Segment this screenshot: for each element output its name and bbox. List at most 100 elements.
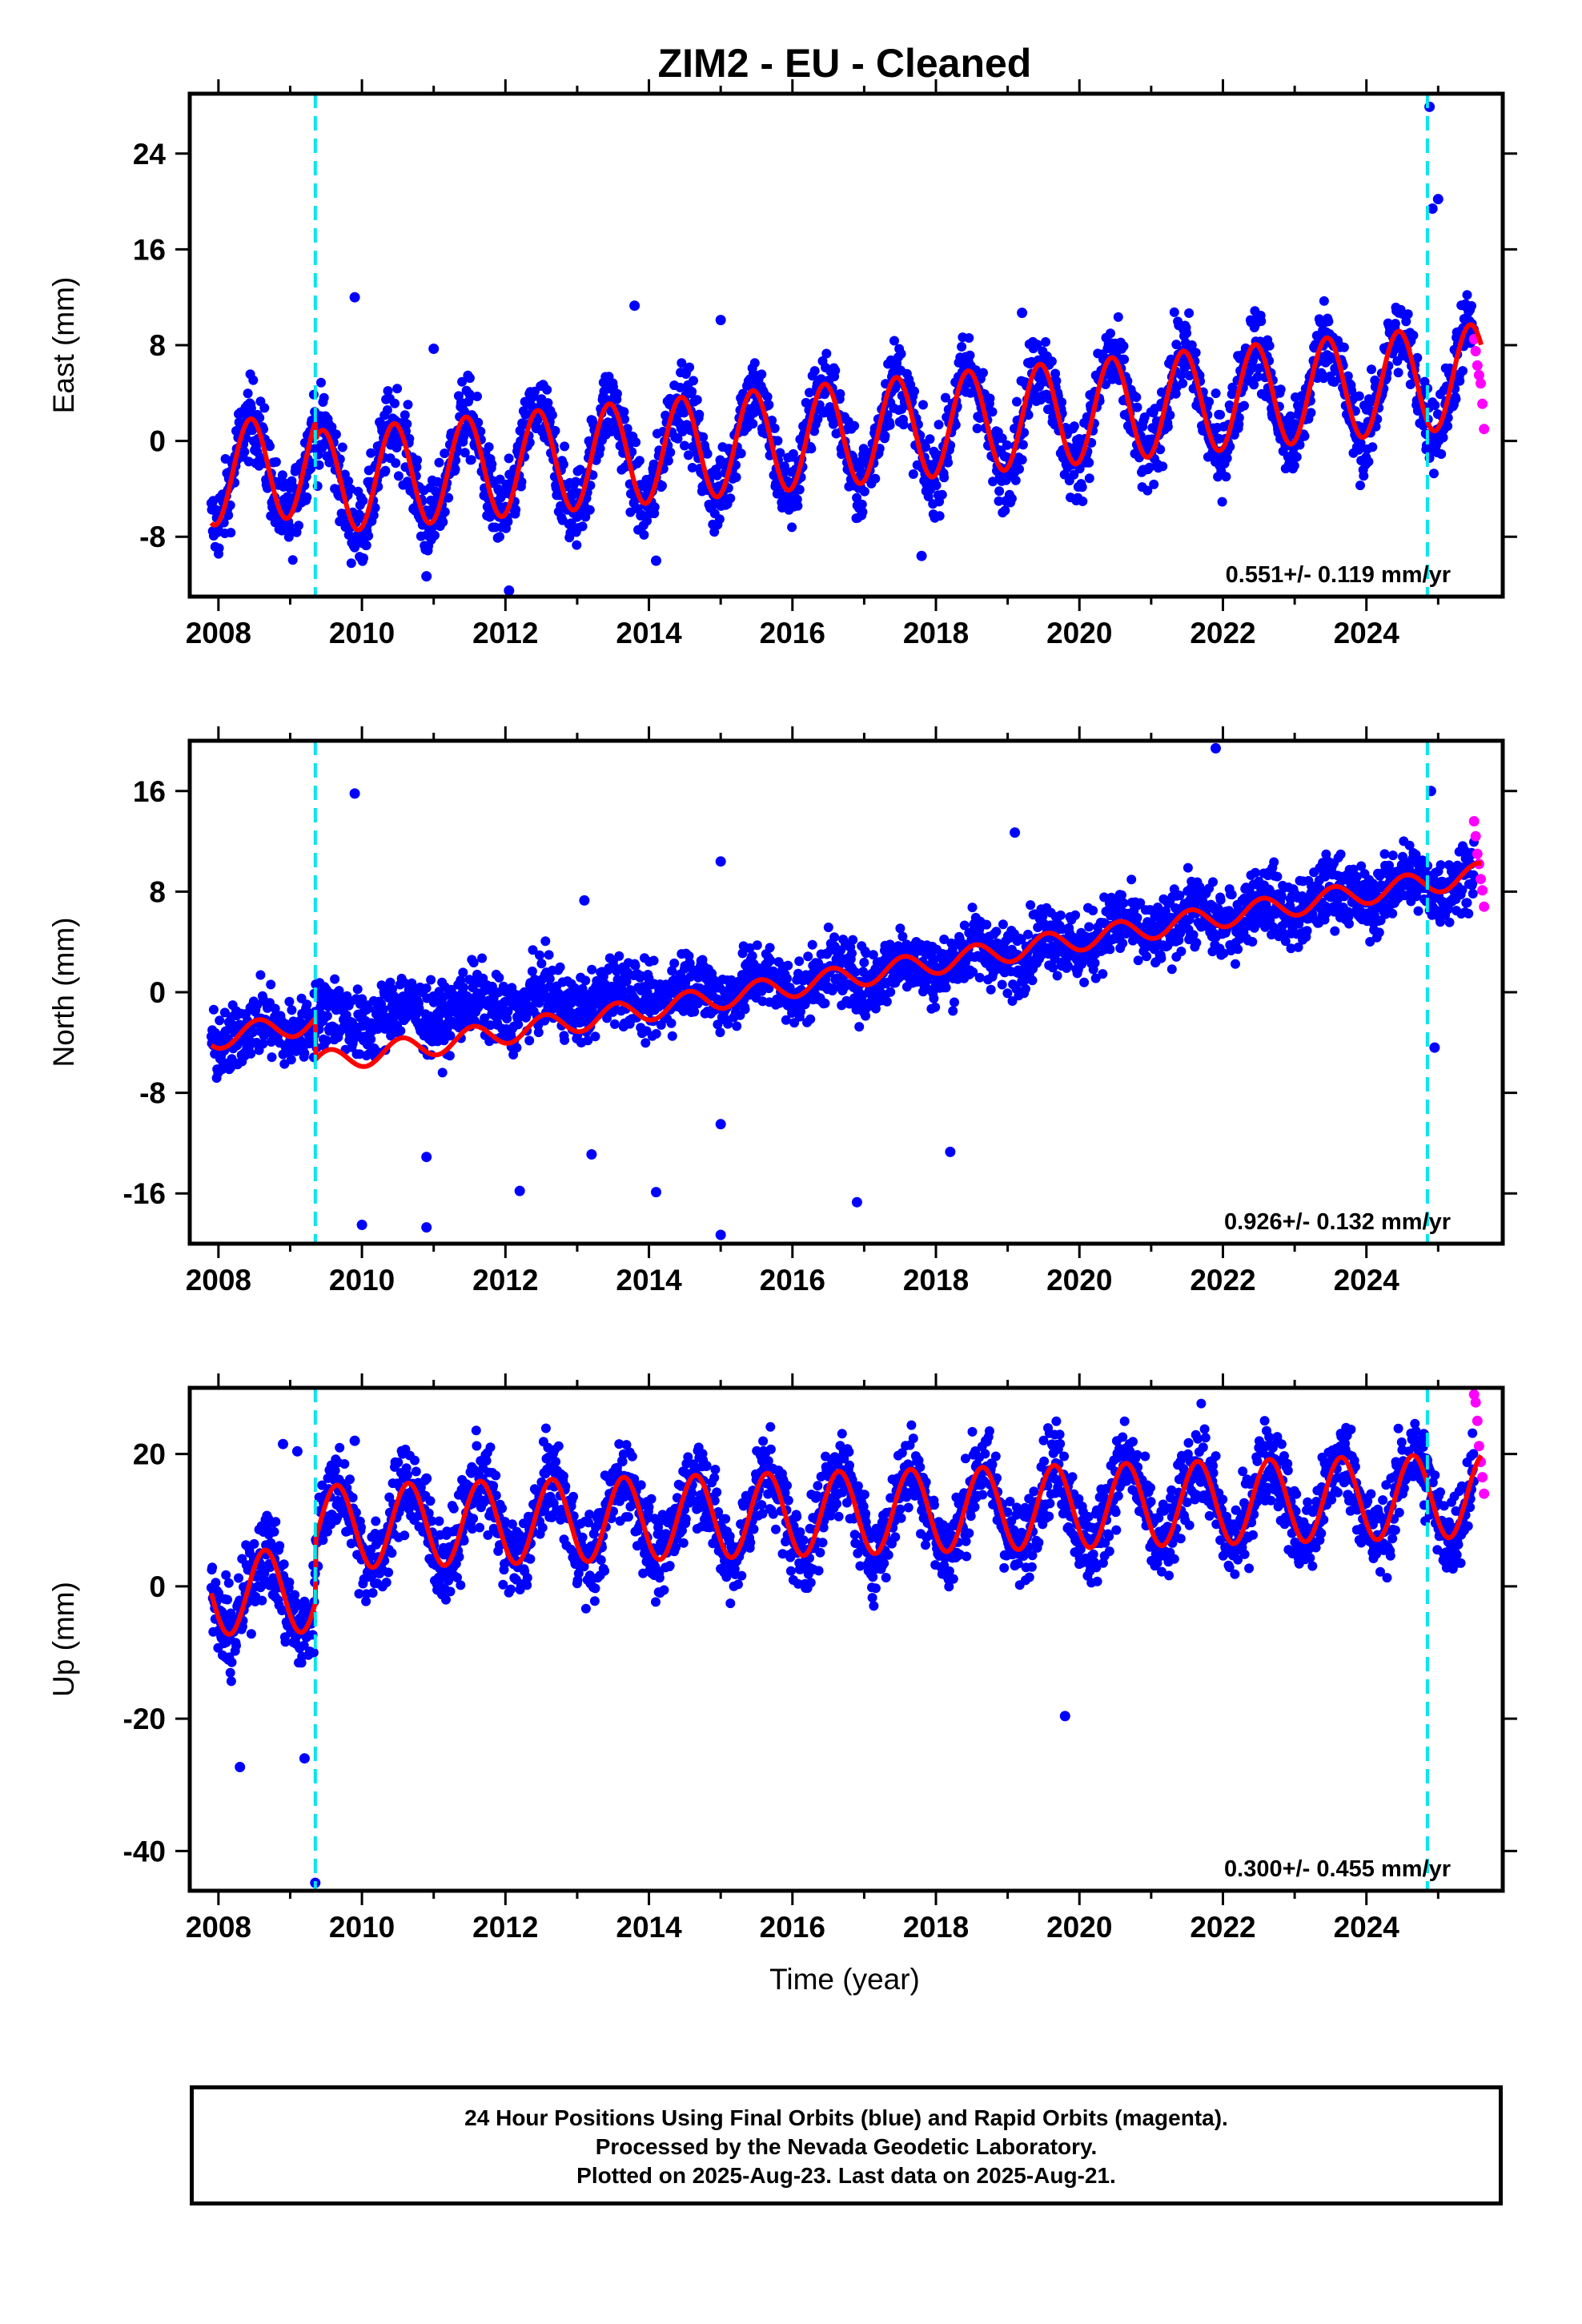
data-point	[918, 400, 928, 410]
data-point	[1126, 875, 1137, 885]
data-point	[1251, 867, 1260, 878]
data-point	[948, 1006, 958, 1016]
data-point	[809, 366, 820, 376]
data-point	[829, 932, 840, 943]
data-point	[1191, 938, 1202, 948]
data-point	[363, 531, 374, 541]
data-point	[1467, 301, 1476, 311]
data-point	[544, 974, 555, 984]
data-point	[908, 469, 918, 479]
x-tick-label: 2008	[186, 617, 251, 649]
data-point	[669, 958, 680, 968]
data-point	[820, 998, 830, 1008]
x-tick-label: 2010	[329, 617, 395, 649]
data-point	[1363, 456, 1374, 467]
data-point	[1023, 929, 1033, 939]
data-point	[1231, 959, 1240, 969]
data-point	[998, 919, 1008, 930]
data-point	[319, 392, 329, 403]
data-point	[379, 1004, 388, 1015]
data-point	[1021, 983, 1030, 994]
outlier-point	[1017, 308, 1028, 319]
data-point	[382, 405, 392, 415]
data-point	[1171, 340, 1182, 350]
data-point	[712, 470, 722, 480]
data-point	[685, 362, 695, 372]
data-point	[1343, 371, 1353, 381]
data-point	[835, 388, 845, 399]
data-point	[943, 457, 954, 468]
data-point	[1176, 370, 1186, 380]
data-point	[1155, 444, 1166, 455]
data-point	[1367, 442, 1378, 452]
data-point	[1215, 409, 1226, 420]
data-point	[1119, 354, 1130, 364]
data-point	[794, 956, 805, 967]
data-point	[1359, 471, 1369, 481]
data-point	[322, 1011, 332, 1021]
data-point	[390, 398, 400, 408]
data-point	[571, 476, 581, 487]
data-point	[854, 1022, 865, 1032]
data-point	[400, 410, 410, 420]
data-point	[937, 489, 947, 500]
data-point	[1275, 384, 1286, 395]
data-point	[284, 996, 295, 1007]
data-point	[1041, 337, 1050, 347]
data-point	[925, 434, 935, 444]
data-point	[536, 959, 547, 969]
data-point	[957, 342, 967, 352]
data-point	[1227, 890, 1237, 900]
rapid-point	[1470, 346, 1481, 356]
data-point	[543, 398, 553, 408]
y-tick-label: 24	[133, 138, 167, 171]
data-point	[749, 358, 760, 368]
data-point	[1182, 328, 1192, 338]
data-point	[368, 510, 379, 521]
data-point	[982, 919, 992, 930]
data-point	[1142, 951, 1152, 962]
data-point	[1390, 319, 1400, 329]
data-point	[513, 1019, 524, 1030]
data-point	[1269, 857, 1279, 867]
data-point	[794, 485, 805, 495]
data-point	[259, 403, 270, 413]
data-point	[880, 431, 890, 441]
data-point	[974, 972, 985, 983]
data-point	[477, 953, 488, 963]
data-point	[1306, 408, 1316, 418]
data-point	[550, 425, 560, 436]
data-point	[680, 440, 689, 451]
data-point	[675, 382, 685, 392]
data-point	[666, 1018, 677, 1028]
data-point	[1139, 412, 1150, 422]
data-point	[821, 348, 832, 359]
data-point	[665, 447, 676, 457]
east-rate-label: 0.551+/- 0.119 mm/yr	[1226, 562, 1451, 588]
data-point	[1012, 396, 1022, 407]
data-point	[473, 417, 484, 428]
data-point	[239, 447, 250, 457]
data-point	[421, 983, 432, 993]
data-point	[994, 496, 1004, 506]
data-point	[714, 514, 725, 525]
outlier-point	[715, 315, 726, 326]
data-point	[504, 453, 514, 464]
data-point	[396, 1026, 406, 1036]
data-point	[346, 484, 356, 494]
data-point	[731, 460, 741, 470]
outlier-point	[421, 571, 432, 582]
rapid-point	[1479, 424, 1490, 435]
chart-title: ZIM2 - EU - Cleaned	[658, 41, 1032, 86]
data-point	[430, 530, 440, 541]
data-point	[823, 923, 833, 932]
data-point	[934, 511, 945, 521]
data-point	[1017, 455, 1027, 465]
outlier-point	[504, 585, 515, 596]
data-point	[466, 455, 476, 465]
data-point	[1302, 926, 1312, 936]
data-point	[1002, 440, 1012, 450]
data-point	[464, 373, 475, 384]
data-point	[343, 476, 354, 486]
data-point	[612, 388, 622, 399]
